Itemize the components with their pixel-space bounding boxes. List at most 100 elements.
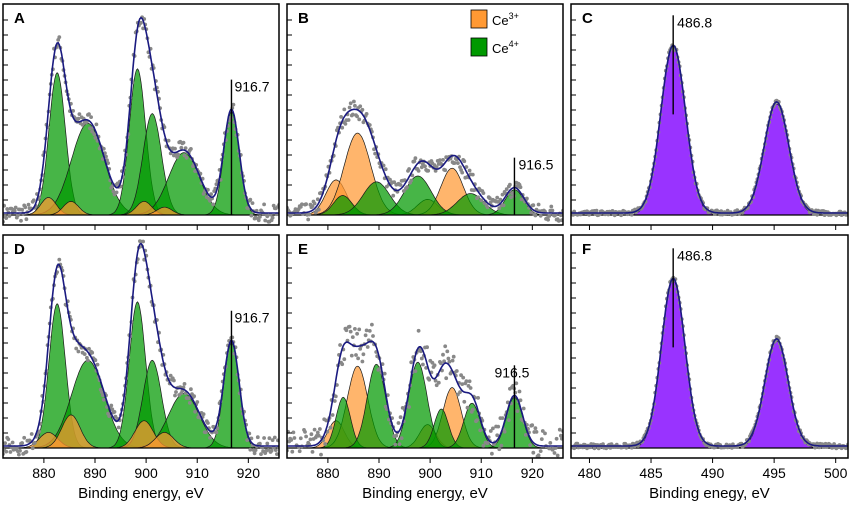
data-point bbox=[350, 335, 355, 339]
data-point bbox=[407, 167, 411, 171]
legend-ce4-label: Ce4+ bbox=[492, 39, 519, 56]
data-point bbox=[475, 418, 479, 422]
data-point bbox=[719, 209, 724, 214]
data-point bbox=[499, 443, 504, 448]
x-axis-label: Binding enegy, eV bbox=[649, 485, 770, 502]
data-point bbox=[436, 380, 441, 385]
data-point bbox=[289, 438, 294, 442]
data-point bbox=[179, 145, 184, 150]
data-point bbox=[485, 205, 490, 210]
data-point bbox=[20, 441, 24, 445]
data-point bbox=[433, 169, 438, 173]
data-point bbox=[572, 446, 577, 451]
data-point bbox=[110, 407, 115, 412]
data-point bbox=[24, 217, 29, 222]
data-point bbox=[545, 460, 549, 464]
data-point bbox=[310, 450, 315, 454]
data-point bbox=[315, 197, 320, 202]
data-point bbox=[176, 152, 181, 157]
data-point bbox=[294, 462, 298, 466]
annotation-label: 916.7 bbox=[234, 310, 269, 326]
data-point bbox=[319, 452, 323, 457]
data-point bbox=[539, 437, 544, 441]
data-point bbox=[523, 433, 528, 437]
x-tick-label: 880 bbox=[32, 465, 56, 481]
data-point bbox=[12, 208, 17, 213]
data-point bbox=[476, 396, 480, 400]
data-point bbox=[184, 155, 189, 160]
data-point bbox=[553, 212, 558, 217]
data-point bbox=[262, 202, 266, 207]
data-point bbox=[4, 216, 9, 221]
data-point bbox=[543, 431, 547, 436]
data-point bbox=[353, 327, 357, 331]
data-point bbox=[358, 104, 363, 109]
data-point bbox=[114, 190, 119, 195]
data-point bbox=[507, 418, 511, 422]
x-tick-label: 495 bbox=[762, 465, 786, 481]
data-point bbox=[490, 451, 494, 456]
data-point bbox=[427, 377, 432, 382]
legend-ce4-swatch bbox=[470, 37, 488, 57]
data-point bbox=[265, 441, 270, 446]
data-point bbox=[401, 189, 406, 193]
data-point bbox=[629, 212, 634, 217]
data-point bbox=[262, 436, 266, 440]
data-point bbox=[189, 147, 193, 151]
data-point bbox=[76, 349, 81, 354]
data-point bbox=[426, 168, 431, 173]
data-point bbox=[307, 212, 312, 217]
data-point bbox=[87, 346, 91, 351]
x-tick-label: 890 bbox=[83, 465, 107, 481]
data-point bbox=[815, 212, 819, 217]
data-point bbox=[382, 371, 387, 376]
panel-e: 916.5 880 890 900 910 920 Binding energy, eV E bbox=[286, 234, 564, 502]
data-point bbox=[303, 430, 307, 434]
data-point bbox=[357, 117, 362, 122]
data-point bbox=[508, 182, 512, 187]
data-point bbox=[57, 257, 62, 262]
data-point bbox=[392, 180, 397, 185]
data-point bbox=[416, 169, 421, 173]
peak-purple-495.2 bbox=[571, 103, 848, 216]
data-point bbox=[22, 435, 27, 440]
data-point bbox=[461, 375, 466, 380]
data-point bbox=[529, 210, 534, 215]
data-point bbox=[7, 214, 12, 218]
data-point bbox=[316, 207, 321, 212]
panel-frame bbox=[2, 234, 280, 459]
data-point bbox=[342, 357, 347, 362]
data-point bbox=[540, 429, 545, 433]
data-point bbox=[356, 356, 360, 361]
data-point bbox=[267, 436, 272, 441]
x-tick-label: 910 bbox=[186, 465, 210, 481]
annotation-label: 916.7 bbox=[234, 79, 269, 95]
data-point bbox=[443, 344, 448, 349]
data-point bbox=[552, 451, 557, 455]
data-point bbox=[423, 164, 427, 169]
data-point bbox=[296, 460, 300, 464]
data-point bbox=[192, 394, 197, 399]
data-point bbox=[458, 165, 462, 170]
data-point bbox=[521, 406, 526, 411]
data-point bbox=[339, 115, 343, 119]
data-point bbox=[349, 353, 354, 358]
data-point bbox=[462, 399, 467, 404]
envelope-line bbox=[287, 108, 563, 214]
data-point bbox=[430, 360, 435, 365]
data-point bbox=[32, 440, 37, 445]
data-point bbox=[23, 205, 28, 210]
data-point bbox=[193, 409, 198, 414]
data-point bbox=[501, 203, 506, 208]
data-point bbox=[93, 358, 98, 363]
data-point bbox=[358, 347, 363, 351]
data-point bbox=[304, 202, 308, 207]
data-point bbox=[6, 437, 11, 442]
data-point bbox=[328, 425, 333, 430]
data-point bbox=[3, 441, 7, 446]
data-point bbox=[498, 197, 503, 202]
data-point bbox=[547, 446, 552, 451]
data-point bbox=[24, 450, 29, 454]
data-point bbox=[116, 425, 121, 430]
panel-label: F bbox=[582, 241, 591, 258]
